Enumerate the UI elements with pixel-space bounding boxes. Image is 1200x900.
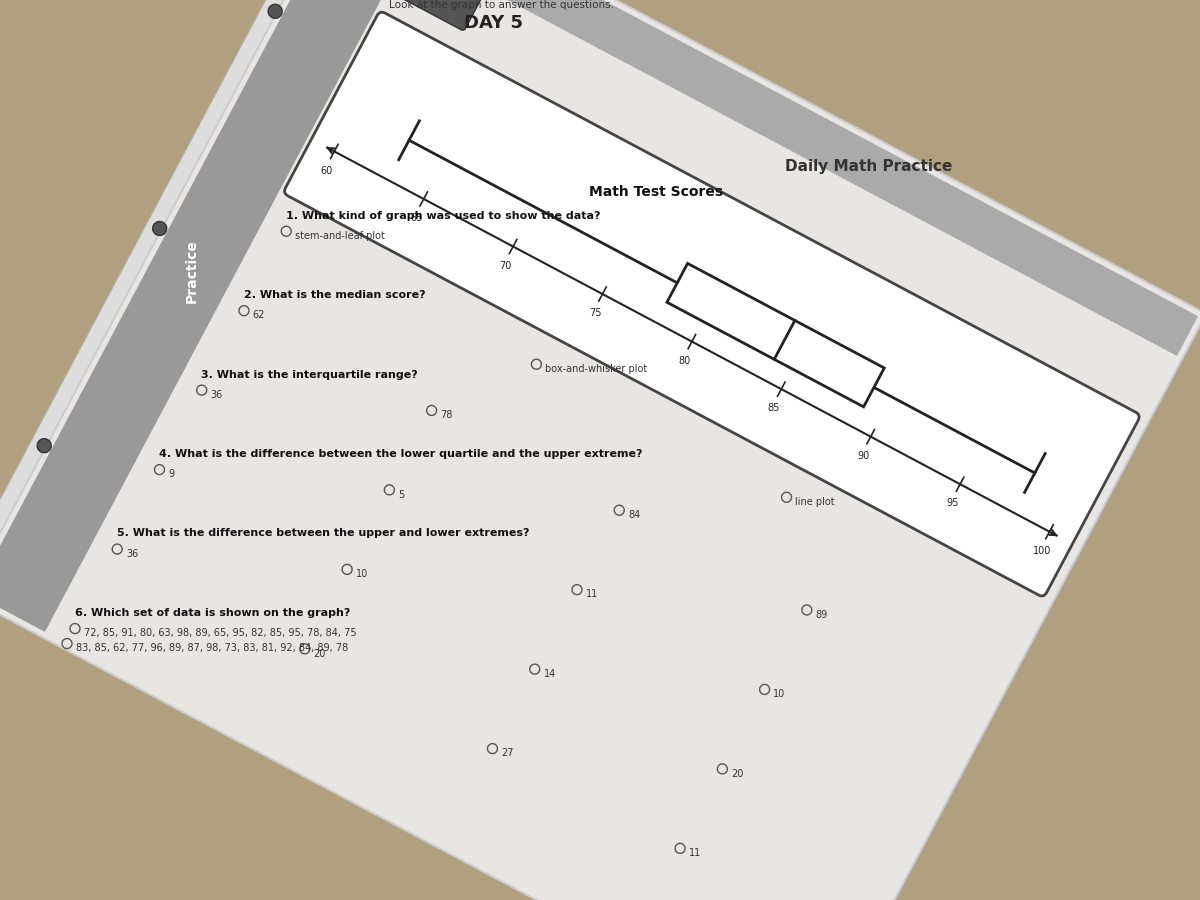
- Text: 10: 10: [356, 569, 368, 579]
- Text: 11: 11: [689, 848, 701, 858]
- Text: 36: 36: [210, 390, 223, 400]
- Text: 85: 85: [768, 403, 780, 413]
- Circle shape: [37, 438, 52, 453]
- Circle shape: [152, 221, 167, 236]
- Circle shape: [268, 4, 282, 18]
- Text: 5. What is the difference between the upper and lower extremes?: 5. What is the difference between the up…: [116, 528, 529, 538]
- Bar: [0, 0, 409, 632]
- FancyBboxPatch shape: [389, 0, 482, 31]
- Text: 1. What kind of graph was used to show the data?: 1. What kind of graph was used to show t…: [286, 211, 600, 220]
- Text: 3. What is the interquartile range?: 3. What is the interquartile range?: [202, 370, 418, 380]
- Text: 5: 5: [398, 490, 404, 500]
- Text: 11: 11: [586, 590, 598, 599]
- Bar: [338, 0, 1198, 356]
- Text: Daily Math Practice: Daily Math Practice: [785, 159, 953, 174]
- Bar: [667, 264, 884, 407]
- Text: line plot: line plot: [796, 497, 835, 507]
- Text: DAY 5: DAY 5: [463, 14, 523, 32]
- Text: 4. What is the difference between the lower quartile and the upper extreme?: 4. What is the difference between the lo…: [160, 449, 642, 459]
- Text: 10: 10: [774, 689, 786, 699]
- Text: 70: 70: [499, 261, 511, 271]
- Text: Practice: Practice: [185, 239, 198, 302]
- Text: box-and-whisker plot: box-and-whisker plot: [545, 364, 648, 374]
- Text: 65: 65: [410, 213, 422, 223]
- Text: 14: 14: [544, 669, 556, 679]
- Text: 95: 95: [947, 499, 959, 508]
- FancyBboxPatch shape: [0, 0, 370, 601]
- Text: 62: 62: [253, 310, 265, 320]
- Text: 100: 100: [1033, 545, 1051, 556]
- Text: 2. What is the median score?: 2. What is the median score?: [244, 290, 425, 300]
- Text: 20: 20: [731, 769, 744, 778]
- Text: 83, 85, 62, 77, 96, 89, 87, 98, 73, 83, 81, 92, 84, 89, 78: 83, 85, 62, 77, 96, 89, 87, 98, 73, 83, …: [76, 644, 348, 653]
- FancyBboxPatch shape: [284, 13, 1139, 596]
- Text: stem-and-leaf plot: stem-and-leaf plot: [295, 231, 385, 241]
- Text: 84: 84: [628, 510, 641, 520]
- Text: 72, 85, 91, 80, 63, 98, 89, 65, 95, 82, 85, 95, 78, 84, 75: 72, 85, 91, 80, 63, 98, 89, 65, 95, 82, …: [84, 628, 356, 638]
- Text: 90: 90: [857, 451, 869, 461]
- Text: 78: 78: [440, 410, 452, 420]
- Text: Look at the graph to answer the questions.: Look at the graph to answer the question…: [390, 0, 614, 10]
- Text: 80: 80: [678, 356, 690, 365]
- Text: 9: 9: [168, 469, 174, 480]
- Text: 36: 36: [126, 549, 138, 559]
- Text: 75: 75: [589, 308, 601, 319]
- Text: 20: 20: [313, 649, 326, 659]
- Text: 60: 60: [320, 166, 332, 176]
- Text: 6. Which set of data is shown on the graph?: 6. Which set of data is shown on the gra…: [74, 608, 350, 618]
- Text: 89: 89: [816, 609, 828, 620]
- Text: 27: 27: [502, 748, 514, 759]
- Text: Math Test Scores: Math Test Scores: [589, 185, 722, 199]
